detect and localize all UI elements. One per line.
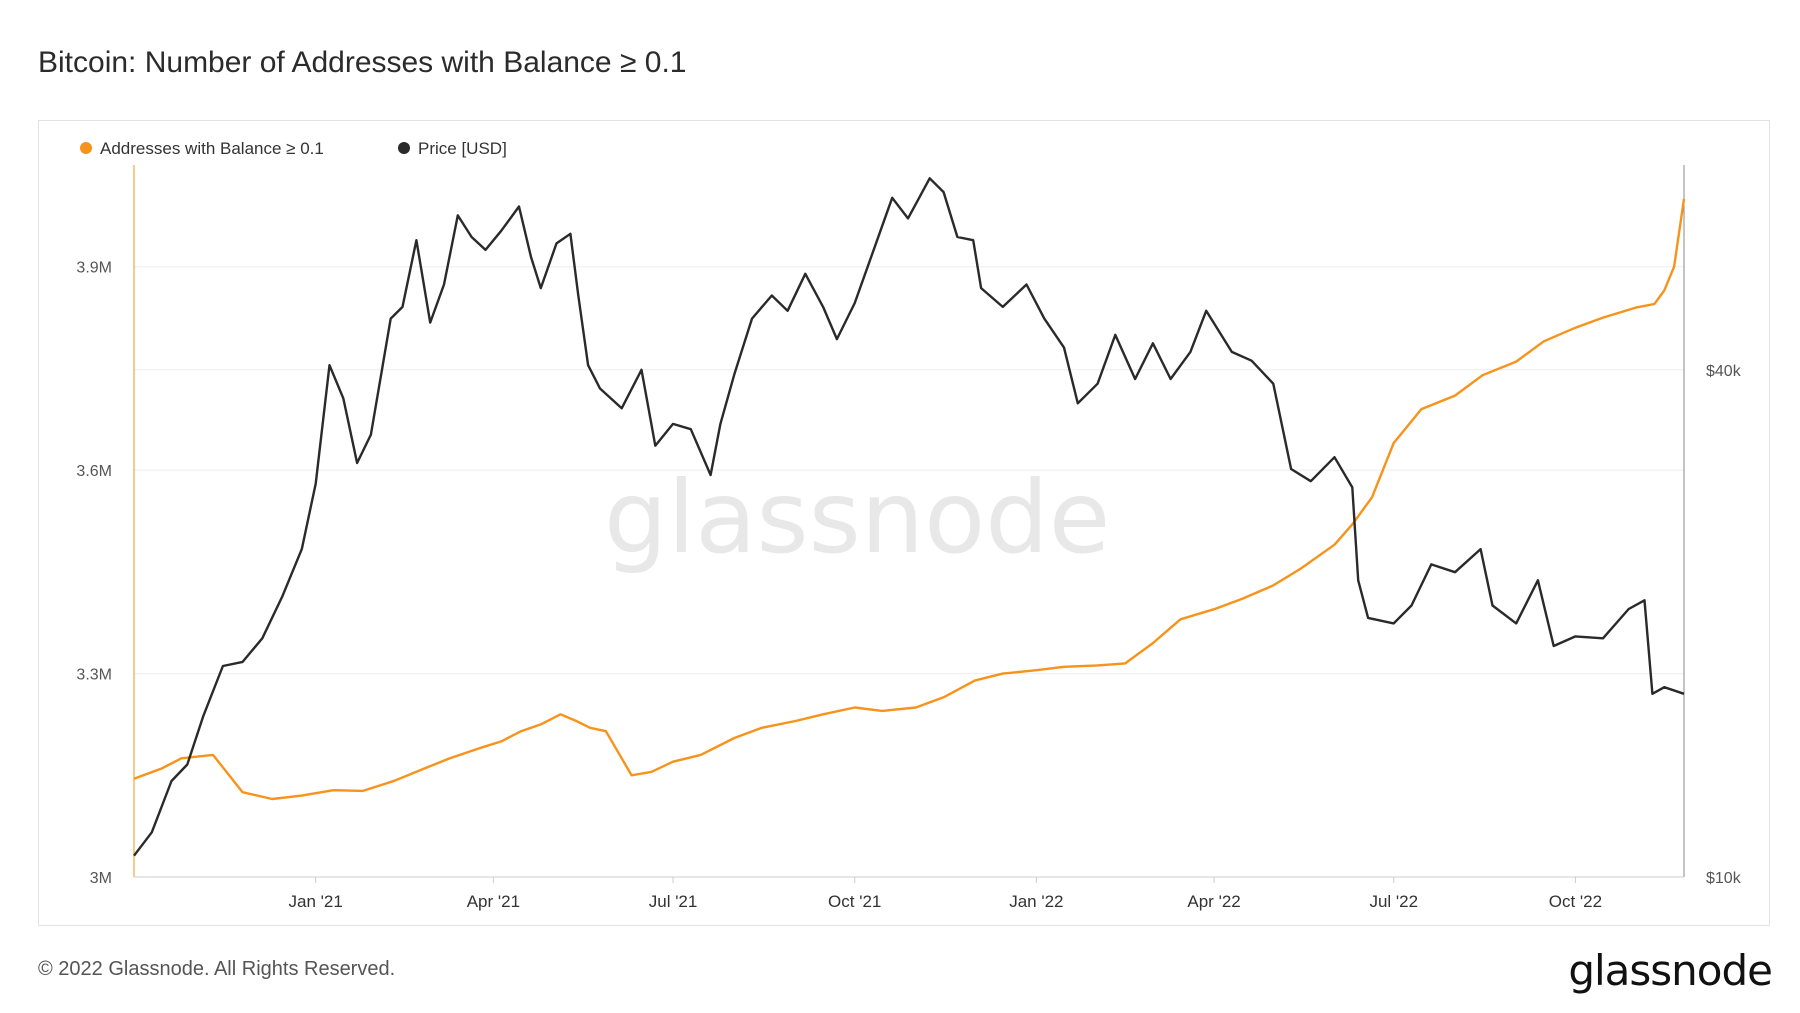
- series-group: [133, 177, 1686, 857]
- y-left-tick-label: 3.9M: [76, 260, 112, 277]
- y-right-tick-label: $40k: [1706, 363, 1742, 380]
- x-tick-label: Jan '22: [1009, 892, 1063, 911]
- legend-marker: [80, 142, 92, 154]
- legend-marker: [398, 142, 410, 154]
- x-tick-label: Jul '21: [649, 892, 698, 911]
- addresses-series-line: [133, 198, 1686, 801]
- legend-label: Addresses with Balance ≥ 0.1: [100, 139, 324, 158]
- x-tick-label: Apr '22: [1187, 892, 1240, 911]
- x-tick-label: Jan '21: [289, 892, 343, 911]
- chart-title: Bitcoin: Number of Addresses with Balanc…: [38, 46, 687, 79]
- glassnode-logo: glassnode: [1568, 946, 1773, 995]
- chart-panel: [38, 120, 1770, 926]
- legend-label: Price [USD]: [418, 139, 507, 158]
- y-left-tick-label: 3M: [90, 870, 112, 887]
- x-tick-label: Apr '21: [467, 892, 520, 911]
- x-tick-label: Oct '21: [828, 892, 881, 911]
- y-left-tick-label: 3.3M: [76, 667, 112, 684]
- x-tick-label: Oct '22: [1549, 892, 1602, 911]
- y-left-tick-label: 3.6M: [76, 463, 112, 480]
- x-tick-label: Jul '22: [1369, 892, 1418, 911]
- axes: 3M 3.3M 3.6M 3.9M $10k $40k Jan '21 Apr '21 Jul …: [76, 165, 1742, 911]
- y-right-tick-label: $10k: [1706, 870, 1742, 887]
- watermark: glassnode: [604, 459, 1110, 576]
- copyright-footer: © 2022 Glassnode. All Rights Reserved.: [38, 958, 396, 980]
- legend: Addresses with Balance ≥ 0.1 Price [USD]: [80, 139, 507, 158]
- price-series-line: [133, 177, 1685, 857]
